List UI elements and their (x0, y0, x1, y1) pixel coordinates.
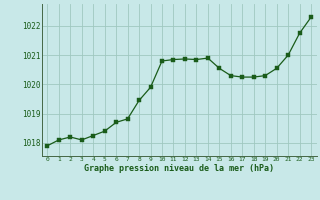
X-axis label: Graphe pression niveau de la mer (hPa): Graphe pression niveau de la mer (hPa) (84, 164, 274, 173)
